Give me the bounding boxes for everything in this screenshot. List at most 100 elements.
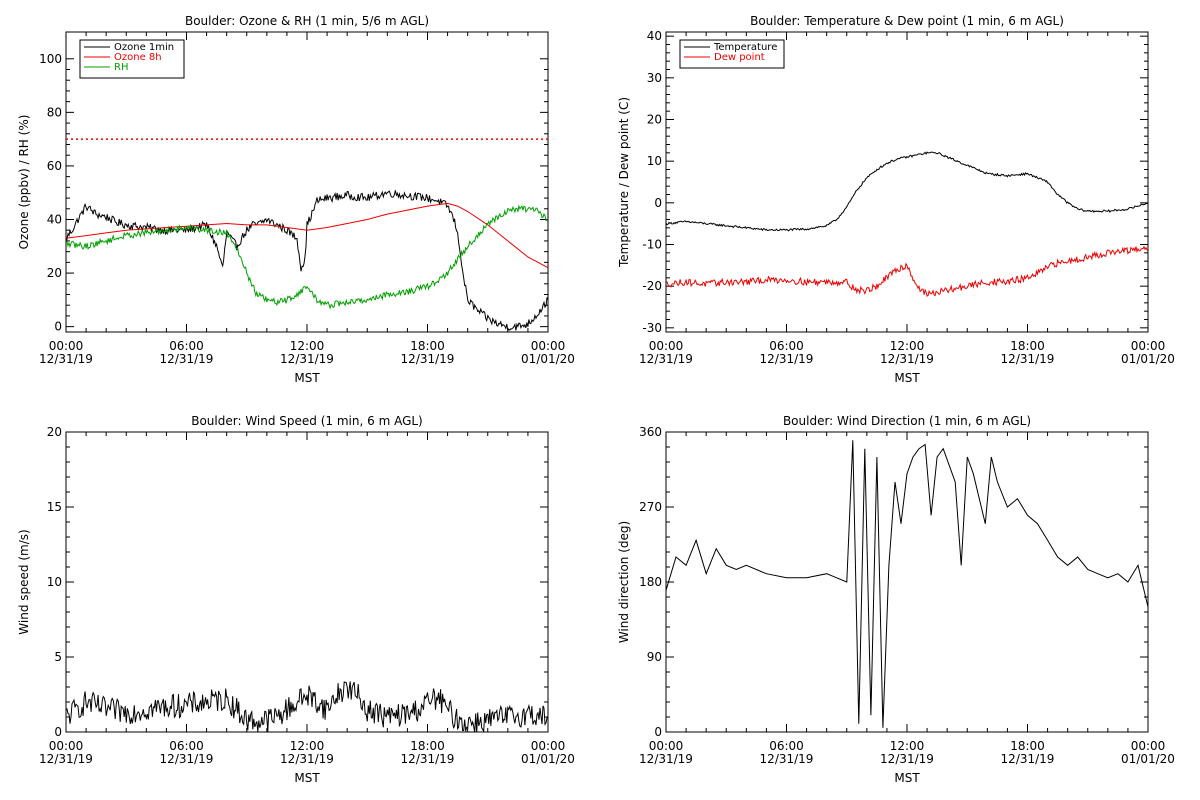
panel-wind_speed: Boulder: Wind Speed (1 min, 6 m AGL) 00:0… [17,414,575,785]
x-axis-label: MST [894,371,920,385]
x-tick-label: 12:00 [890,739,925,753]
x-tick-date-label: 12/31/19 [401,352,455,366]
x-tick-label: 00:00 [649,739,684,753]
y-tick-label: 15 [47,500,62,514]
data-layer [66,138,548,332]
x-tick-label: 06:00 [769,339,804,353]
x-tick-date-label: 12/31/19 [39,752,93,766]
chart-title: Boulder: Ozone & RH (1 min, 5/6 m AGL) [185,14,429,28]
legend-label: RH [114,62,128,73]
y-tick-label: -30 [642,321,662,335]
y-tick-label: 90 [647,650,662,664]
y-tick-label: 0 [54,725,62,739]
y-axis-label: Wind direction (deg) [617,521,631,643]
x-tick-date-label: 01/01/20 [521,352,575,366]
y-tick-label: 0 [654,725,662,739]
x-tick-label: 00:00 [649,339,684,353]
series-line-temperature [666,151,1148,232]
series-line-wind-direction [666,440,1148,728]
x-tick-label: 12:00 [290,339,325,353]
x-axis-label: MST [294,371,320,385]
x-tick-date-label: 12/31/19 [39,352,93,366]
y-tick-label: 20 [647,113,662,127]
x-tick-date-label: 12/31/19 [280,752,334,766]
legend-box [79,39,185,79]
y-tick-label: 100 [39,52,62,66]
y-tick-label: 80 [47,105,62,119]
panel-wind_dir: Boulder: Wind Direction (1 min, 6 m AGL)… [617,414,1175,785]
x-tick-date-label: 12/31/19 [760,752,814,766]
y-axis-label: Temperature / Dew point (C) [617,97,631,268]
x-tick-label: 18:00 [1010,739,1045,753]
x-tick-date-label: 01/01/20 [1121,752,1175,766]
x-tick-date-label: 12/31/19 [880,352,934,366]
x-tick-date-label: 12/31/19 [880,752,934,766]
x-tick-label: 00:00 [531,739,566,753]
y-tick-label: 40 [647,29,662,43]
chart-title: Boulder: Temperature & Dew point (1 min,… [750,14,1064,28]
x-tick-label: 18:00 [410,339,445,353]
x-tick-label: 18:00 [1010,339,1045,353]
y-tick-label: 60 [47,159,62,173]
x-tick-label: 06:00 [169,339,204,353]
x-tick-label: 00:00 [531,339,566,353]
y-tick-label: -20 [642,279,662,293]
x-tick-date-label: 01/01/20 [1121,352,1175,366]
data-layer [666,440,1148,728]
y-tick-label: 0 [654,196,662,210]
y-tick-label: -10 [642,238,662,252]
x-tick-date-label: 12/31/19 [760,352,814,366]
legend-box [679,39,785,69]
chart-title: Boulder: Wind Direction (1 min, 6 m AGL) [783,414,1031,428]
y-tick-label: 360 [639,425,662,439]
x-tick-date-label: 01/01/20 [521,752,575,766]
y-tick-label: 30 [647,71,662,85]
legend-label: Dew point [714,52,765,63]
series-line-dew-point [666,245,1148,297]
legend-label: Temperature [713,42,777,53]
x-tick-label: 06:00 [769,739,804,753]
series-line-ozone-8h [66,202,548,269]
data-layer [666,151,1148,297]
x-tick-label: 06:00 [169,739,204,753]
x-tick-date-label: 12/31/19 [1001,352,1055,366]
y-tick-label: 10 [647,154,662,168]
x-tick-date-label: 12/31/19 [401,752,455,766]
x-tick-label: 12:00 [890,339,925,353]
chart-title: Boulder: Wind Speed (1 min, 6 m AGL) [191,414,423,428]
x-tick-date-label: 12/31/19 [1001,752,1055,766]
series-line-rh [66,204,548,310]
x-tick-date-label: 12/31/19 [160,752,214,766]
plot-frame [65,431,549,733]
y-axis-label: Wind speed (m/s) [17,529,31,634]
panel-temp_dew: Boulder: Temperature & Dew point (1 min,… [617,14,1175,385]
y-tick-label: 270 [639,500,662,514]
x-tick-label: 00:00 [1131,339,1166,353]
panel-ozone_rh: Boulder: Ozone & RH (1 min, 5/6 m AGL)00… [17,14,575,385]
x-tick-date-label: 12/31/19 [160,352,214,366]
y-tick-label: 180 [639,575,662,589]
y-tick-label: 20 [47,425,62,439]
data-layer [66,681,548,732]
x-axis-label: MST [294,771,320,785]
plot-frame [665,31,1149,333]
y-tick-label: 0 [54,320,62,334]
x-tick-date-label: 12/31/19 [639,752,693,766]
series-line-ozone-1min [66,190,548,332]
x-tick-label: 00:00 [49,739,84,753]
y-tick-label: 10 [47,575,62,589]
x-tick-label: 00:00 [1131,739,1166,753]
series-line-wind-speed [66,681,548,732]
x-tick-label: 18:00 [410,739,445,753]
y-tick-label: 20 [47,266,62,280]
y-axis-label: Ozone (ppbv) / RH (%) [17,115,31,250]
x-tick-date-label: 12/31/19 [639,352,693,366]
x-tick-date-label: 12/31/19 [280,352,334,366]
y-tick-label: 40 [47,213,62,227]
legend-label: Ozone 1min [114,42,174,53]
x-tick-label: 12:00 [290,739,325,753]
legend-label: Ozone 8h [114,52,162,63]
